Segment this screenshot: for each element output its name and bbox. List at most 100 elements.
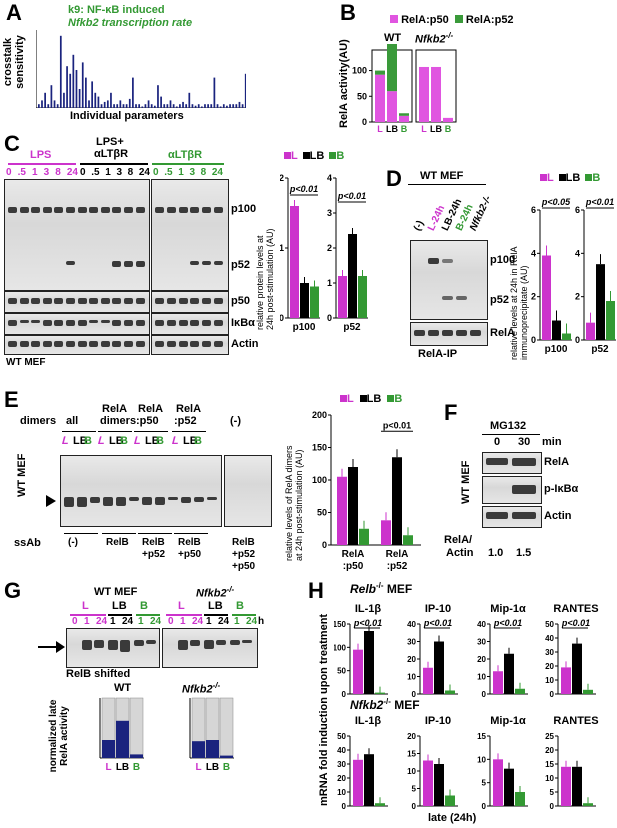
e-bar: [381, 520, 391, 545]
e-group-l1: RelA: [138, 403, 164, 415]
h-gene-label: Mip-1α: [490, 603, 526, 615]
d-band-rela: [414, 330, 425, 336]
g-x-label: B: [133, 762, 140, 773]
d-x-label: p100: [545, 344, 568, 355]
e-x-label1: RelA: [342, 549, 365, 560]
c-band-ikb: [190, 320, 200, 326]
e-group-line: [98, 431, 132, 432]
a-bar: [141, 106, 144, 108]
b-tick-label: 50: [357, 91, 367, 101]
c-band-p50: [42, 298, 52, 304]
panel-e-ylabel2: at 24h post-stimulation (AU): [293, 449, 304, 561]
c-bar: [338, 276, 347, 318]
h-gene-label: IP-10: [425, 603, 451, 615]
h-bar: [434, 641, 444, 694]
a-bar: [219, 106, 222, 108]
panel-a-ylabel1: crosstalk: [2, 37, 14, 87]
d-pval: p<0.05: [541, 197, 571, 207]
h-tick-label: 40: [477, 620, 486, 629]
panel-c-lower: Actin WT MEF: [0, 335, 259, 375]
c-time-lpslt: 3: [116, 167, 122, 178]
a-bar: [44, 92, 46, 108]
h-tick-label: 150: [334, 620, 347, 629]
e-band: [77, 497, 87, 507]
panel-g-chart: L LB B L LB B: [99, 697, 234, 773]
h-tick-label: 10: [545, 676, 554, 685]
c-band-p50: [202, 298, 212, 304]
c-band-p52: [214, 261, 223, 265]
c-tick-label: 1: [280, 243, 284, 253]
c-time-lpslt: 0: [80, 167, 86, 178]
c-band-ikb: [19, 320, 29, 323]
legend-d-lb: LB: [565, 172, 581, 184]
panel-h-xlabel: late (24h): [428, 812, 477, 824]
a-bar: [172, 104, 175, 108]
panel-a-line1: k9: NF-κB induced: [68, 4, 165, 16]
c-time-lps: 1: [32, 167, 38, 178]
e-lane-label: LB: [73, 435, 88, 447]
panel-c-lps: LPS: [30, 149, 52, 161]
g-band-wt: [108, 640, 118, 650]
g-band-ko: [178, 640, 188, 650]
c-band-p50: [100, 298, 110, 304]
a-bar: [194, 105, 197, 108]
a-bar: [179, 104, 181, 108]
g-band-ko: [230, 640, 240, 645]
c-tick-label: 2: [280, 173, 284, 183]
a-bar: [94, 92, 97, 108]
h-bar: [504, 653, 514, 694]
panel-f-band-pikb-1: [512, 485, 536, 494]
a-bar: [216, 104, 219, 108]
h-tick-label: 0: [412, 802, 417, 811]
panel-c-lpslt2: αLTβR: [94, 148, 129, 160]
h-tick-label: 40: [407, 620, 416, 629]
a-bar: [188, 92, 191, 108]
e-band: [64, 497, 74, 507]
legend-d-l-swatch: [540, 174, 547, 181]
c-tick-label: 2: [327, 243, 332, 253]
g-group-label: B: [140, 600, 148, 612]
e-band: [155, 497, 165, 505]
e-band: [168, 497, 178, 500]
a-bar: [106, 100, 109, 108]
panel-a-chart: [36, 30, 246, 108]
h-bar: [504, 768, 514, 806]
d-tick-label: 2: [575, 292, 580, 302]
e-group-line: [172, 431, 206, 432]
a-bar: [166, 104, 169, 108]
c-band-ikb: [202, 320, 212, 326]
panel-e: E dimers all RelA dimers RelA:p50 RelA:p52 (-…: [0, 385, 430, 585]
panel-c-blot-p50: [4, 291, 150, 313]
c-pval: p<0.01: [289, 184, 318, 194]
g-bar-grey: [129, 697, 144, 759]
a-bar: [59, 35, 62, 108]
e-band: [181, 497, 191, 503]
g-time-label: 24: [96, 616, 108, 627]
c-band-p50: [31, 298, 41, 304]
e-band: [103, 497, 113, 506]
panel-c-row-p52: p52: [231, 259, 250, 271]
e-band: [90, 497, 100, 503]
panel-h-relb-name: Relb: [350, 582, 377, 596]
d-band-p52: [456, 296, 467, 300]
c-time-lps: 8: [55, 167, 61, 178]
panel-f-head-line: [482, 434, 540, 435]
c-band-p100: [112, 207, 122, 213]
c-time-lps: .5: [17, 167, 26, 178]
panel-g-sub-ko-label: Nfkb2: [182, 683, 213, 696]
panel-f-ratio-label1: RelA/: [444, 534, 473, 546]
e-ssab-item: (-): [68, 537, 78, 548]
c-tick-label: 0: [280, 313, 284, 323]
e-group-l1: RelA: [102, 403, 128, 415]
a-bar: [226, 105, 228, 108]
h-gene-label: IL-1β: [355, 603, 382, 615]
a-bar: [41, 100, 43, 108]
panel-f-band-actin-1: [512, 512, 536, 519]
c-band-p100: [31, 207, 41, 213]
a-bar: [78, 89, 81, 108]
b-bar-p50: [443, 117, 453, 122]
b-tick-label: 100: [352, 66, 367, 76]
legend-l-swatch: [284, 152, 291, 159]
panel-f-unit: min: [542, 436, 562, 448]
